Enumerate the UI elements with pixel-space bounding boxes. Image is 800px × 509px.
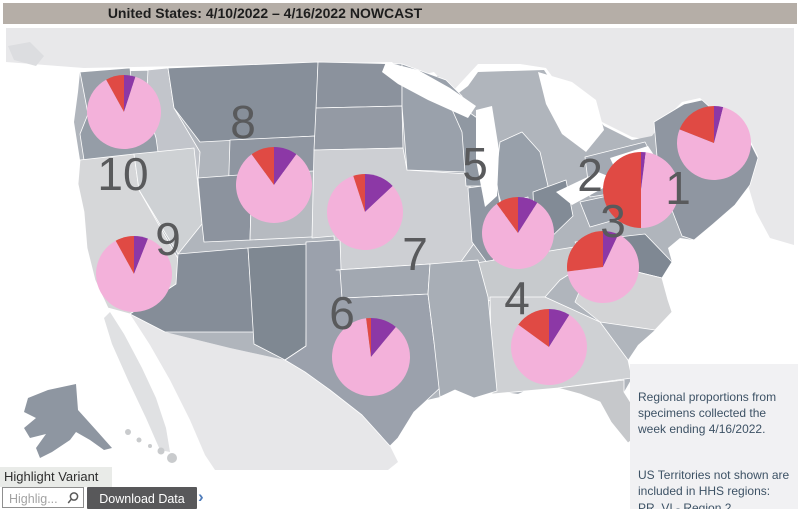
highlight-variant-label: Highlight Variant xyxy=(0,467,113,487)
pie-slice-region-9-red[interactable] xyxy=(115,236,134,274)
pie-slice-region-4-red[interactable] xyxy=(518,309,549,347)
canada-shape xyxy=(6,28,794,245)
title-bar: United States: 4/10/2022 – 4/16/2022 NOW… xyxy=(3,3,797,24)
region-label-7: 7 xyxy=(402,228,428,280)
pie-slice-region-1-red[interactable] xyxy=(679,106,714,143)
pie-slice-region-7-red[interactable] xyxy=(353,174,365,212)
pie-slice-region-5-pink[interactable] xyxy=(482,202,555,269)
pie-slice-region-8-pink[interactable] xyxy=(236,154,312,223)
pie-slice-region-6-pink[interactable] xyxy=(332,318,411,397)
pie-slice-region-3-red[interactable] xyxy=(566,231,603,272)
region-pie-charts xyxy=(87,75,752,397)
pie-slice-region-3-purple[interactable] xyxy=(603,231,619,267)
map-title: United States: 4/10/2022 – 4/16/2022 NOW… xyxy=(107,5,423,21)
pie-slice-region-10-purple[interactable] xyxy=(124,75,136,112)
pie-slice-region-7-purple[interactable] xyxy=(365,174,393,212)
pie-slice-region-2-pink[interactable] xyxy=(641,152,679,228)
region-label-9: 9 xyxy=(155,213,181,265)
pie-slice-region-4-purple[interactable] xyxy=(549,309,570,347)
map-footnote: Regional proportions from specimens coll… xyxy=(630,364,798,509)
region-label-10: 10 xyxy=(97,148,148,200)
highlight-variant-search[interactable] xyxy=(2,487,84,508)
pie-slice-region-6-red[interactable] xyxy=(366,318,371,357)
pie-slice-region-8-purple[interactable] xyxy=(274,147,297,185)
search-icon xyxy=(67,492,79,504)
pie-slice-region-10-red[interactable] xyxy=(106,75,124,112)
hawaii-shape xyxy=(125,429,177,463)
pie-slice-region-1-purple[interactable] xyxy=(714,106,724,143)
pie-slice-region-8-red[interactable] xyxy=(251,147,274,185)
region-label-1: 1 xyxy=(665,162,691,214)
pie-slice-region-7-pink[interactable] xyxy=(326,175,403,251)
footnote-territories: US Territories not shown are included in… xyxy=(638,468,790,509)
pie-slice-region-3-pink[interactable] xyxy=(567,234,639,304)
vancouver-island-shape xyxy=(8,42,44,66)
search-input[interactable] xyxy=(7,489,71,508)
region-label-5: 5 xyxy=(462,138,488,190)
region-label-2: 2 xyxy=(577,149,603,201)
region-label-4: 4 xyxy=(504,272,530,324)
pie-slice-region-2-red[interactable] xyxy=(603,152,641,228)
blue-arrow-icon[interactable]: › xyxy=(198,487,204,506)
pie-slice-region-5-red[interactable] xyxy=(496,197,518,233)
pie-slice-region-2-purple[interactable] xyxy=(641,152,646,190)
mexico-shape xyxy=(130,314,398,470)
baja-california-shape xyxy=(104,312,170,452)
pie-slice-region-9-pink[interactable] xyxy=(95,238,172,312)
download-data-button[interactable]: Download Data xyxy=(87,487,197,509)
pie-slice-region-1-pink[interactable] xyxy=(677,107,752,180)
pie-slice-region-9-purple[interactable] xyxy=(134,236,148,274)
region-label-6: 6 xyxy=(329,287,355,339)
pie-slice-region-6-purple[interactable] xyxy=(371,318,396,357)
region-label-3: 3 xyxy=(600,195,626,247)
pie-slice-region-5-purple[interactable] xyxy=(518,197,538,233)
footnote-proportions: Regional proportions from specimens coll… xyxy=(638,390,777,437)
region-label-8: 8 xyxy=(230,96,256,148)
pie-slice-region-10-pink[interactable] xyxy=(87,76,162,150)
alaska-shape xyxy=(24,384,112,458)
pie-slice-region-4-pink[interactable] xyxy=(510,314,587,386)
